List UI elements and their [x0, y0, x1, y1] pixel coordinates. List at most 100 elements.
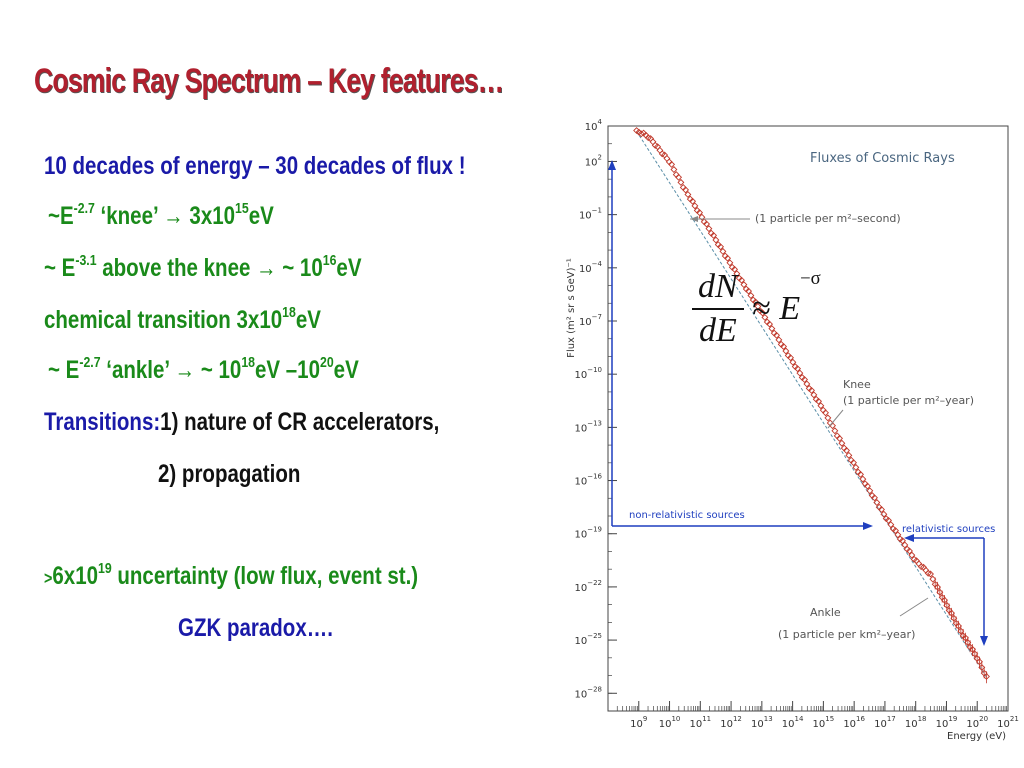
data-point: [763, 318, 771, 326]
data-point: [894, 531, 902, 539]
data-point: [908, 551, 916, 559]
data-point: [712, 236, 720, 244]
data-point: [906, 547, 913, 555]
data-point: [943, 601, 951, 609]
data-point: [854, 468, 862, 476]
data-point: [861, 480, 869, 488]
x-tick-label: 1011: [689, 715, 711, 730]
line-above-knee: ~ E-3.1 above the knee → ~ 1016eV: [44, 252, 362, 283]
y-tick-label: 10−19: [574, 526, 602, 541]
y-tick-label: 104: [585, 118, 603, 133]
data-point: [801, 376, 809, 384]
data-point: [959, 632, 967, 640]
data-point: [805, 384, 813, 392]
x-tick-label: 1017: [874, 715, 896, 730]
data-point: [880, 510, 888, 518]
transitions-item-2: 2) propagation: [158, 460, 301, 488]
data-point: [731, 265, 739, 273]
arrow-icon: →: [256, 254, 277, 282]
data-point: [735, 274, 743, 282]
y-tick-label: 10−16: [574, 473, 602, 488]
data-point: [824, 414, 832, 422]
data-point: [635, 128, 643, 136]
data-point: [775, 336, 783, 344]
data-point: [733, 270, 741, 278]
data-point: [845, 451, 853, 459]
data-point: [754, 302, 762, 310]
y-tick-label: 10−4: [579, 260, 603, 275]
y-tick-label: 10−25: [574, 632, 602, 647]
knee-exponent: -2.7: [73, 200, 95, 217]
data-point: [719, 247, 727, 255]
ankle-label: ‘ankle’: [100, 356, 175, 384]
data-point: [810, 391, 818, 399]
data-point: [696, 209, 704, 217]
data-point: [791, 363, 799, 371]
formula-fraction: dN dE: [692, 268, 744, 350]
arrowhead-icon: [980, 636, 988, 646]
data-point: [682, 186, 690, 194]
ankle-prefix: ~ E: [48, 356, 80, 384]
data-point: [896, 535, 904, 543]
knee-label: ‘knee’: [94, 202, 164, 230]
x-tick-label: 1016: [843, 715, 865, 730]
data-point: [761, 313, 769, 321]
data-point: [838, 439, 846, 447]
data-point: [852, 463, 860, 471]
above-knee-exponent: -3.1: [75, 252, 97, 269]
data-point: [756, 307, 764, 315]
arrowhead-icon: [863, 522, 873, 530]
data-point: [670, 166, 678, 173]
data-point: [868, 492, 876, 499]
y-tick-label: 10−1: [579, 207, 602, 222]
data-point: [707, 229, 715, 237]
data-point: [633, 127, 641, 135]
x-axis-label: Energy (eV): [947, 731, 1006, 742]
arrow-icon: →: [174, 356, 196, 384]
data-point: [745, 287, 753, 295]
data-point: [752, 298, 760, 306]
x-tick-label: 1013: [751, 715, 773, 730]
data-point: [971, 650, 979, 658]
slide-title: Cosmic Ray Spectrum – Key features…: [34, 62, 504, 100]
data-point: [717, 243, 725, 251]
data-point: [817, 402, 825, 410]
data-point: [747, 292, 755, 299]
ankle-energy-exponent: 18: [241, 354, 255, 371]
data-point: [978, 664, 986, 671]
x-tick-label: 1014: [782, 715, 804, 730]
data-point: [929, 575, 937, 583]
data-point: [784, 352, 792, 360]
chemical-unit: eV: [295, 306, 321, 334]
formula-approx: ≈: [743, 290, 780, 327]
x-tick-label: 1019: [936, 715, 958, 730]
data-point: [679, 184, 687, 191]
data-point: [966, 643, 974, 651]
data-point: [759, 309, 767, 317]
y-tick-label: 102: [585, 153, 602, 168]
data-point: [859, 475, 867, 483]
cosmic-ray-flux-chart: 104 102 10−1 10−4 10−7 10−10 10−13 10−16 10−19 10…: [566, 118, 1019, 742]
x-tick-label: 1010: [659, 715, 681, 730]
data-point: [892, 527, 899, 535]
chemical-exponent: 18: [282, 304, 296, 321]
data-point: [815, 397, 823, 405]
x-tick-label: 1015: [813, 715, 835, 730]
ankle-exponent: -2.7: [79, 354, 101, 371]
data-point: [882, 515, 890, 523]
line-propagation: 2) propagation: [158, 460, 300, 489]
data-point: [766, 320, 774, 328]
data-point: [693, 206, 701, 214]
data-point: [964, 639, 972, 646]
data-point: [899, 537, 906, 545]
data-point: [875, 503, 883, 511]
ankle-range: eV –10: [254, 356, 320, 384]
above-knee-energy: ~ 10: [276, 254, 323, 282]
data-point: [871, 494, 878, 502]
formula-exponent: −σ: [800, 268, 821, 290]
x-tick-label: 1012: [720, 715, 742, 730]
greater-than: >: [44, 568, 53, 588]
ankle-range-exponent: 20: [319, 354, 334, 371]
formula-rhs: ≈ E−σ: [743, 268, 821, 327]
x-tick-label: 1020: [966, 715, 988, 730]
